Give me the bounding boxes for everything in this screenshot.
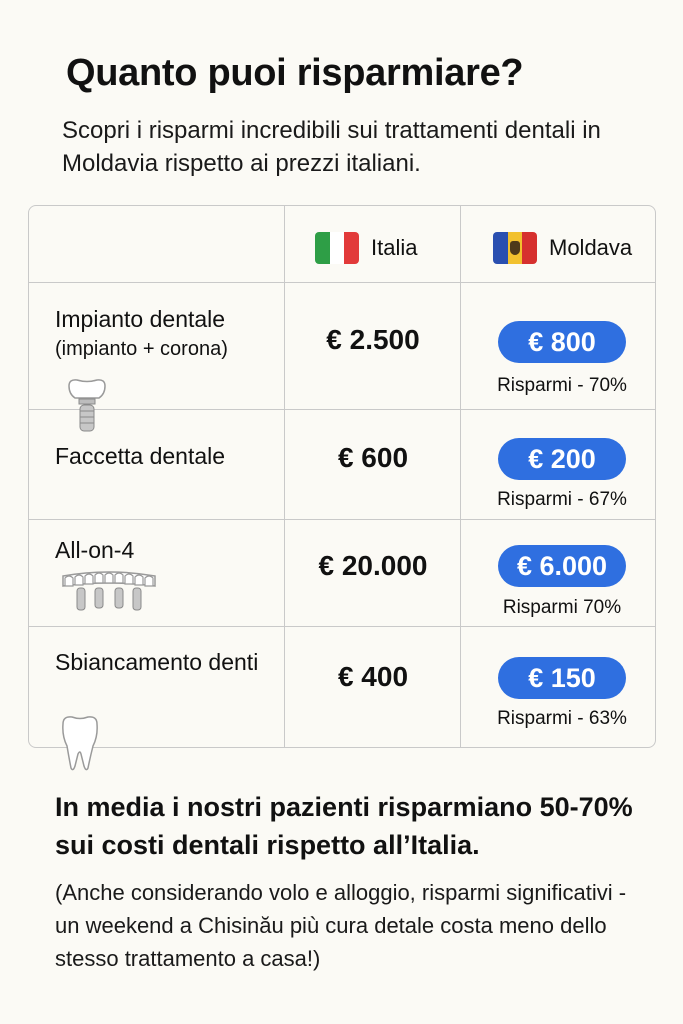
savings-summary: In media i nostri pazienti risparmiano 5… xyxy=(55,792,633,860)
price-moldava-badge: € 200 xyxy=(498,438,626,480)
table-row-name: All-on-4 xyxy=(55,535,134,565)
price-comparison-table: Italia Moldava Impianto dentale (impiant… xyxy=(28,205,656,771)
table-row-name: Impianto dentale (impianto + corona) xyxy=(55,304,228,364)
price-italia: € 2.500 xyxy=(326,324,420,355)
flag-stripe-green xyxy=(315,232,330,264)
column-header-italia: Italia xyxy=(315,228,417,268)
table-row-name: Sbiancamento denti xyxy=(55,647,265,677)
moldova-flag-icon xyxy=(493,232,537,264)
all-on-4-bridge-icon xyxy=(62,571,156,611)
treatment-name: All-on-4 xyxy=(55,537,135,563)
saving-label: Risparmi 70% xyxy=(502,597,622,618)
treatment-name: Sbiancamento denti xyxy=(55,649,259,675)
price-moldava-badge: € 6.000 xyxy=(498,545,626,587)
flag-stripe-red xyxy=(344,232,359,264)
column-header-italia-label: Italia xyxy=(371,235,418,260)
italy-flag-icon xyxy=(315,232,359,264)
saving-label: Risparmi - 70% xyxy=(497,375,627,396)
saving-label: Risparmi - 67% xyxy=(497,489,627,510)
price-moldava-badge: € 150 xyxy=(498,657,626,699)
flag-stripe-blue xyxy=(493,232,508,264)
row-divider xyxy=(29,282,655,283)
dental-implant-icon xyxy=(68,379,106,432)
row-divider xyxy=(29,626,655,627)
coat-of-arms-icon xyxy=(510,241,520,255)
price-italia: € 600 xyxy=(337,442,409,473)
savings-note: (Anche considerando volo e alloggio, ris… xyxy=(55,880,627,971)
price-italia: € 400 xyxy=(337,661,409,692)
row-divider xyxy=(29,519,655,520)
flag-stripe-yellow xyxy=(507,232,523,264)
saving-label: Risparmi - 63% xyxy=(497,708,627,729)
row-divider xyxy=(29,409,655,410)
price-italia: € 20.000 xyxy=(318,550,428,581)
treatment-name: Faccetta dentale xyxy=(55,443,226,469)
price-moldava-badge: € 800 xyxy=(498,321,626,363)
column-header-moldava: Moldava xyxy=(493,228,632,268)
column-divider xyxy=(460,206,461,747)
flag-stripe-white xyxy=(329,232,345,264)
column-header-moldava-label: Moldava xyxy=(549,235,633,260)
flag-stripe-red xyxy=(522,232,537,264)
treatment-detail: (impianto + corona) xyxy=(55,338,228,360)
page-subtitle: Scopri i risparmi incredibili sui tratta… xyxy=(62,117,601,177)
page-title: Quanto puoi risparmiare? xyxy=(66,52,524,94)
column-divider xyxy=(284,206,285,747)
table-row-name: Faccetta dentale xyxy=(55,441,225,471)
tooth-icon xyxy=(62,716,98,771)
treatment-name: Impianto dentale xyxy=(55,306,226,332)
